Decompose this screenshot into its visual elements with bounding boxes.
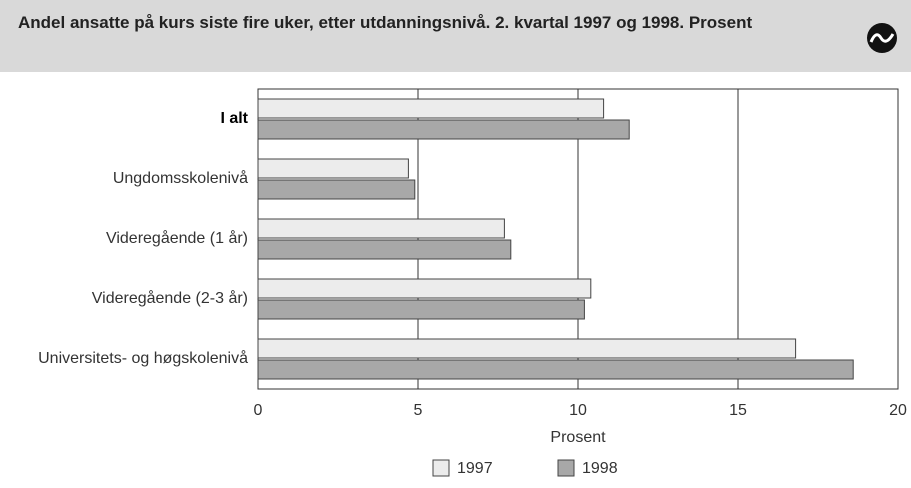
- chart-title: Andel ansatte på kurs siste fire uker, e…: [18, 13, 753, 32]
- y-tick-label: Universitets- og høgskolenivå: [38, 349, 248, 367]
- y-tick-label: Videregående (1 år): [106, 229, 248, 247]
- x-axis-label: Prosent: [550, 429, 606, 446]
- x-tick-label: 5: [414, 402, 423, 419]
- bar: [257, 239, 512, 260]
- x-tick-label: 20: [889, 402, 907, 419]
- legend-swatch: [557, 459, 575, 477]
- bar: [257, 98, 605, 119]
- bar: [257, 278, 592, 299]
- bar: [257, 338, 797, 359]
- logo: [867, 23, 897, 53]
- x-tick-label: 15: [729, 402, 747, 419]
- bar: [257, 179, 416, 200]
- header: Andel ansatte på kurs siste fire uker, e…: [0, 0, 911, 72]
- bar: [257, 119, 630, 140]
- x-tick-label: 0: [254, 402, 263, 419]
- legend-swatch: [432, 459, 450, 477]
- y-tick-label: I alt: [220, 110, 248, 127]
- bar: [257, 218, 505, 239]
- bar: [257, 359, 854, 380]
- x-tick-label: 10: [569, 402, 587, 419]
- bar: [257, 158, 409, 179]
- y-tick-label: Ungdomsskolenivå: [113, 169, 248, 187]
- bar: [257, 299, 585, 320]
- legend-label: 1997: [457, 460, 493, 477]
- y-tick-label: Videregående (2-3 år): [92, 289, 248, 307]
- legend-label: 1998: [582, 460, 618, 477]
